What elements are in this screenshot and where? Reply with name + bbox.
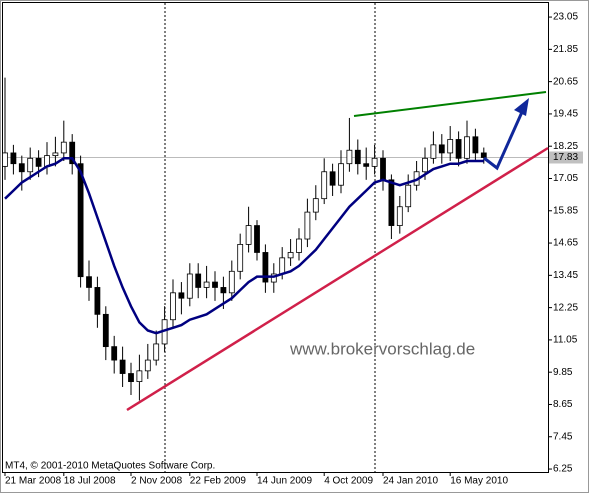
moving-average	[4, 157, 484, 335]
candle-body	[94, 287, 101, 315]
candle-body	[371, 157, 378, 167]
candle-body	[18, 163, 25, 173]
y-tick-label: 13.45	[553, 270, 578, 281]
candle-body	[312, 198, 319, 213]
forecast-arrowhead	[514, 98, 529, 116]
candle-body	[405, 184, 412, 208]
candle-body	[354, 149, 361, 165]
y-tick-label: 23.05	[553, 12, 578, 23]
candle-body	[86, 276, 92, 288]
y-tick-label: 12.25	[553, 302, 578, 313]
x-tick-label: 4 Oct 2009	[324, 476, 373, 487]
watermark: www.brokervorschlag.de	[289, 339, 475, 358]
candle-body	[178, 292, 185, 299]
candle-body	[270, 273, 277, 283]
candle-body	[170, 292, 176, 321]
y-tick-label: 7.45	[553, 431, 573, 442]
candle-body	[195, 273, 202, 288]
candle-body	[69, 141, 76, 165]
y-tick-label: 20.65	[553, 76, 578, 87]
x-tick-label: 21 Mar 2008	[5, 476, 62, 487]
last-price-box	[549, 151, 583, 164]
candle-body	[363, 163, 370, 167]
candle-body	[472, 136, 479, 154]
candle-body	[304, 211, 311, 240]
candle-body	[254, 225, 260, 253]
candle-body	[346, 149, 353, 165]
candle-body	[329, 171, 336, 186]
x-tick-label: 18 Jul 2008	[64, 476, 116, 487]
candle-body	[35, 157, 42, 167]
candle-body	[262, 252, 269, 283]
x-tick-label: 16 May 2010	[450, 476, 508, 487]
candle-body	[438, 144, 445, 154]
candle-body	[102, 313, 109, 348]
candle-body	[228, 270, 235, 294]
candle-body	[279, 257, 286, 275]
trend-line-upper	[353, 91, 547, 117]
candle-body	[186, 273, 193, 299]
candle-body	[144, 359, 151, 372]
x-tick-label: 24 Jan 2010	[383, 476, 438, 487]
last-price-label: 17.83	[553, 152, 578, 163]
y-tick-label: 18.25	[553, 141, 578, 152]
candle-body	[447, 139, 454, 154]
y-tick-label: 19.45	[553, 109, 578, 120]
candle-body	[380, 157, 386, 181]
candle-body	[287, 252, 294, 259]
y-tick-label: 8.65	[553, 399, 573, 410]
candle-body	[455, 139, 462, 159]
x-tick-label: 14 Jun 2009	[257, 476, 312, 487]
forecast-arrow	[483, 111, 524, 171]
candle-body	[388, 179, 395, 226]
plot-area	[2, 77, 548, 401]
candle-body	[220, 287, 227, 294]
y-tick-label: 9.85	[553, 367, 573, 378]
candle-body	[338, 163, 344, 186]
candle-body	[464, 136, 470, 159]
y-tick-label: 17.05	[553, 173, 578, 184]
candle-body	[480, 152, 487, 158]
candle-body	[153, 343, 160, 361]
trend-line-lower	[126, 146, 549, 412]
y-tick-label: 15.85	[553, 205, 578, 216]
candle-body	[136, 370, 143, 383]
candle-body	[52, 152, 59, 157]
candle-body	[10, 152, 17, 165]
candle-body	[60, 141, 67, 154]
candle-body	[27, 157, 34, 173]
copyright: MT4, © 2001-2010 MetaQuotes Software Cor…	[5, 461, 215, 472]
candle-body	[245, 225, 252, 245]
candle-body	[111, 346, 118, 361]
y-tick-label: 11.05	[553, 335, 578, 346]
y-tick-label: 14.65	[553, 238, 578, 249]
x-tick-label: 22 Feb 2009	[190, 476, 247, 487]
candle-body	[212, 281, 218, 288]
candle-body	[321, 171, 328, 200]
candle-body	[203, 281, 210, 288]
y-tick-label: 6.25	[553, 464, 573, 475]
candle-body	[119, 359, 126, 374]
candle-body	[296, 238, 302, 253]
candle-body	[2, 152, 8, 167]
x-tick-label: 2 Nov 2008	[131, 476, 183, 487]
candle-body	[237, 243, 244, 272]
candle-body	[422, 157, 428, 173]
candle-body	[77, 163, 84, 278]
candle-body	[430, 144, 437, 159]
candle-body	[128, 373, 134, 383]
candle-body	[396, 206, 403, 226]
plot-frame	[2, 2, 549, 473]
y-tick-label: 21.85	[553, 44, 578, 55]
